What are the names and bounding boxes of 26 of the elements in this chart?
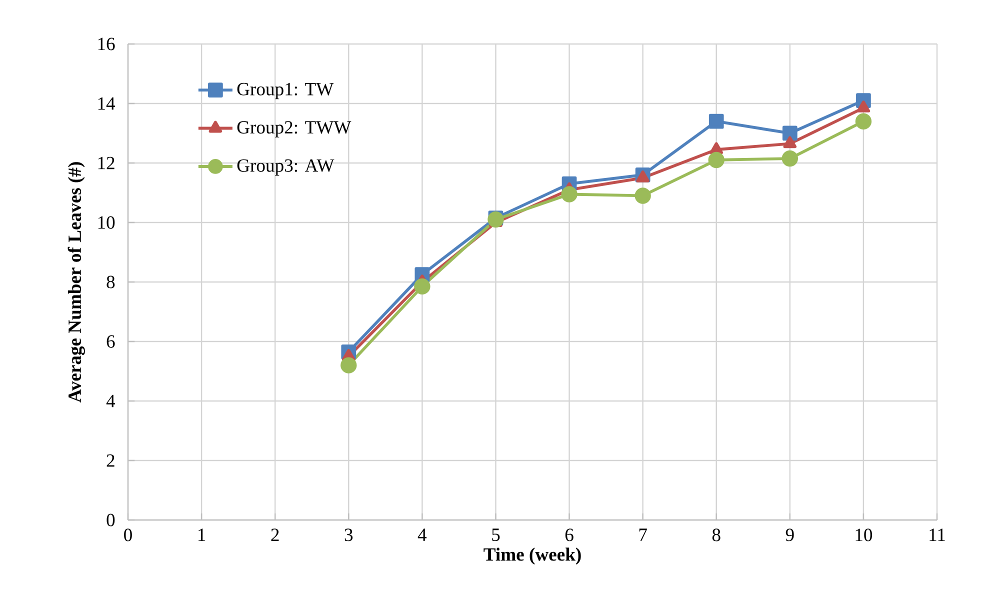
x-tick-label: 3 bbox=[344, 528, 353, 542]
x-tick-label: 2 bbox=[271, 528, 279, 541]
x-tick-label: 4 bbox=[418, 528, 427, 541]
y-tick-label: 16 bbox=[98, 38, 115, 50]
y-tick-label: 8 bbox=[106, 276, 115, 288]
y-tick-label: 2 bbox=[106, 454, 114, 467]
x-tick-label: 8 bbox=[712, 528, 720, 542]
legend-label: Group3: AW bbox=[237, 159, 334, 176]
x-tick-label: 1 bbox=[198, 528, 206, 541]
x-tick-label: 6 bbox=[565, 528, 574, 542]
x-tick-label: 11 bbox=[930, 528, 945, 541]
x-tick-label: 0 bbox=[124, 528, 132, 542]
x-tick-label: 10 bbox=[856, 528, 872, 542]
y-tick-label: 6 bbox=[106, 335, 115, 348]
x-tick-label: 9 bbox=[786, 528, 794, 542]
legend-label: Group2: TWW bbox=[237, 121, 352, 138]
y-tick-label: 0 bbox=[106, 514, 115, 526]
legend-label: Group1: TW bbox=[237, 82, 334, 100]
y-axis-title: Average Number of Leaves (#) bbox=[68, 162, 85, 402]
x-axis-title: Time (week) bbox=[484, 548, 581, 565]
y-tick-label: 12 bbox=[98, 156, 114, 170]
x-tick-label: 5 bbox=[492, 528, 500, 542]
x-tick-label: 7 bbox=[639, 528, 647, 541]
y-tick-label: 14 bbox=[98, 97, 116, 110]
y-tick-label: 4 bbox=[106, 394, 116, 408]
y-tick-label: 10 bbox=[98, 216, 115, 229]
